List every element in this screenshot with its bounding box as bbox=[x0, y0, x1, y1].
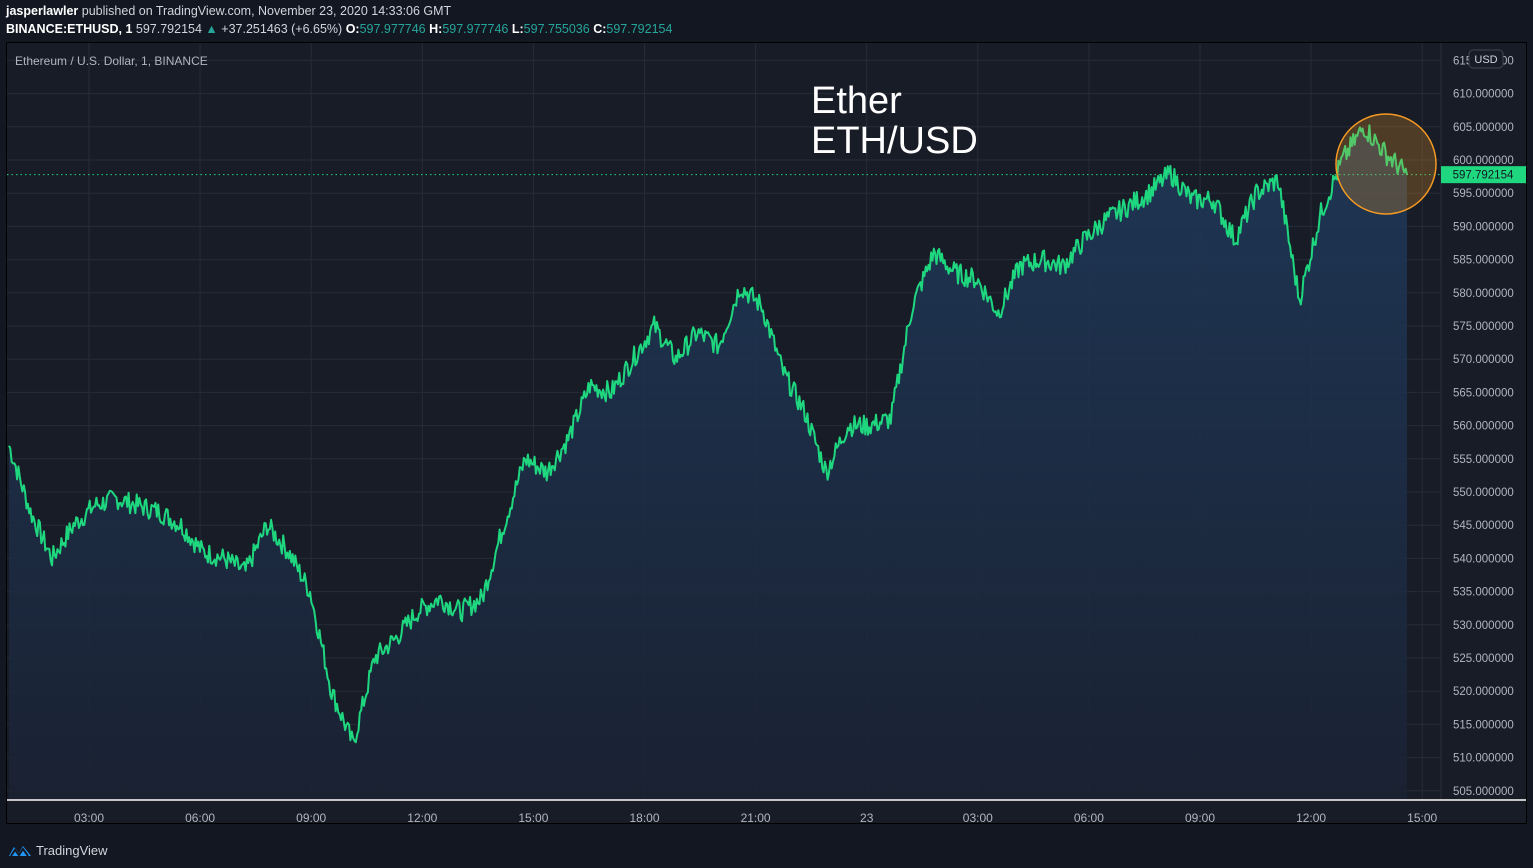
open-label: O: bbox=[345, 22, 360, 36]
svg-text:510.000000: 510.000000 bbox=[1453, 753, 1514, 765]
svg-text:21:00: 21:00 bbox=[741, 811, 771, 823]
svg-text:15:00: 15:00 bbox=[1407, 811, 1437, 823]
svg-text:23: 23 bbox=[860, 811, 874, 823]
price-axis-ticks: 505.000000 510.000000 515.000000 520.000000… bbox=[1453, 55, 1514, 797]
highlight-circle bbox=[1335, 113, 1437, 215]
svg-text:545.000000: 545.000000 bbox=[1453, 520, 1514, 532]
low-label: L: bbox=[511, 22, 524, 36]
close-value: 597.792154 bbox=[606, 22, 673, 36]
svg-text:12:00: 12:00 bbox=[1296, 811, 1326, 823]
published-text: published on TradingView.com, November 2… bbox=[81, 4, 452, 18]
svg-text:540.000000: 540.000000 bbox=[1453, 553, 1514, 565]
svg-text:12:00: 12:00 bbox=[407, 811, 437, 823]
brand-label: TradingView bbox=[36, 842, 108, 858]
last-price: 597.792154 bbox=[135, 22, 202, 36]
svg-text:597.792154: 597.792154 bbox=[1453, 170, 1514, 182]
high-label: H: bbox=[429, 22, 443, 36]
svg-text:18:00: 18:00 bbox=[629, 811, 659, 823]
symbol-info-bar: BINANCE:ETHUSD, 1 597.792154 ▲ +37.25146… bbox=[6, 22, 672, 36]
annotation-ether: Ether bbox=[811, 80, 902, 122]
svg-text:530.000000: 530.000000 bbox=[1453, 620, 1514, 632]
price-chart[interactable]: 505.000000 510.000000 515.000000 520.000000… bbox=[7, 43, 1526, 825]
svg-text:USD: USD bbox=[1474, 54, 1497, 66]
chart-legend: Ethereum / U.S. Dollar, 1, BINANCE bbox=[15, 54, 208, 68]
tradingview-brand[interactable]: TradingView bbox=[8, 842, 108, 858]
svg-text:03:00: 03:00 bbox=[963, 811, 993, 823]
svg-text:03:00: 03:00 bbox=[74, 811, 104, 823]
svg-text:515.000000: 515.000000 bbox=[1453, 719, 1514, 731]
svg-text:505.000000: 505.000000 bbox=[1453, 786, 1514, 798]
svg-text:565.000000: 565.000000 bbox=[1453, 387, 1514, 399]
currency-badge[interactable]: USD bbox=[1468, 49, 1504, 69]
price-change: +37.251463 (+6.65%) bbox=[221, 22, 343, 36]
svg-text:570.000000: 570.000000 bbox=[1453, 354, 1514, 366]
svg-text:520.000000: 520.000000 bbox=[1453, 686, 1514, 698]
high-value: 597.977746 bbox=[442, 22, 509, 36]
tradingview-logo-icon bbox=[9, 846, 31, 857]
svg-text:15:00: 15:00 bbox=[518, 811, 548, 823]
close-label: C: bbox=[593, 22, 607, 36]
triangle-up-icon: ▲ bbox=[205, 22, 218, 36]
svg-text:535.000000: 535.000000 bbox=[1453, 587, 1514, 599]
symbol-label: BINANCE:ETHUSD, 1 bbox=[6, 22, 133, 36]
svg-text:06:00: 06:00 bbox=[185, 811, 215, 823]
low-value: 597.755036 bbox=[523, 22, 590, 36]
publish-info: jasperlawler published on TradingView.co… bbox=[6, 4, 451, 18]
svg-text:09:00: 09:00 bbox=[1185, 811, 1215, 823]
svg-text:585.000000: 585.000000 bbox=[1453, 255, 1514, 267]
svg-text:580.000000: 580.000000 bbox=[1453, 288, 1514, 300]
svg-text:600.000000: 600.000000 bbox=[1453, 155, 1514, 167]
time-axis-ticks[interactable]: 03:00 06:00 09:00 12:00 15:00 18:00 21:00 23 03:… bbox=[74, 811, 1438, 825]
svg-text:555.000000: 555.000000 bbox=[1453, 454, 1514, 466]
current-price-label: 597.792154 bbox=[1441, 166, 1526, 184]
annotation-ethusd: ETH/USD bbox=[811, 120, 978, 162]
chart-panel[interactable]: 505.000000 510.000000 515.000000 520.000000… bbox=[6, 42, 1527, 825]
svg-text:590.000000: 590.000000 bbox=[1453, 221, 1514, 233]
price-area-fill bbox=[9, 125, 1407, 800]
svg-text:560.000000: 560.000000 bbox=[1453, 421, 1514, 433]
svg-text:575.000000: 575.000000 bbox=[1453, 321, 1514, 333]
svg-text:550.000000: 550.000000 bbox=[1453, 487, 1514, 499]
open-value: 597.977746 bbox=[359, 22, 426, 36]
svg-text:06:00: 06:00 bbox=[1074, 811, 1104, 823]
svg-text:09:00: 09:00 bbox=[296, 811, 326, 823]
svg-text:610.000000: 610.000000 bbox=[1453, 89, 1514, 101]
author-name[interactable]: jasperlawler bbox=[6, 4, 79, 18]
svg-text:605.000000: 605.000000 bbox=[1453, 122, 1514, 134]
svg-text:595.000000: 595.000000 bbox=[1453, 188, 1514, 200]
svg-text:525.000000: 525.000000 bbox=[1453, 653, 1514, 665]
